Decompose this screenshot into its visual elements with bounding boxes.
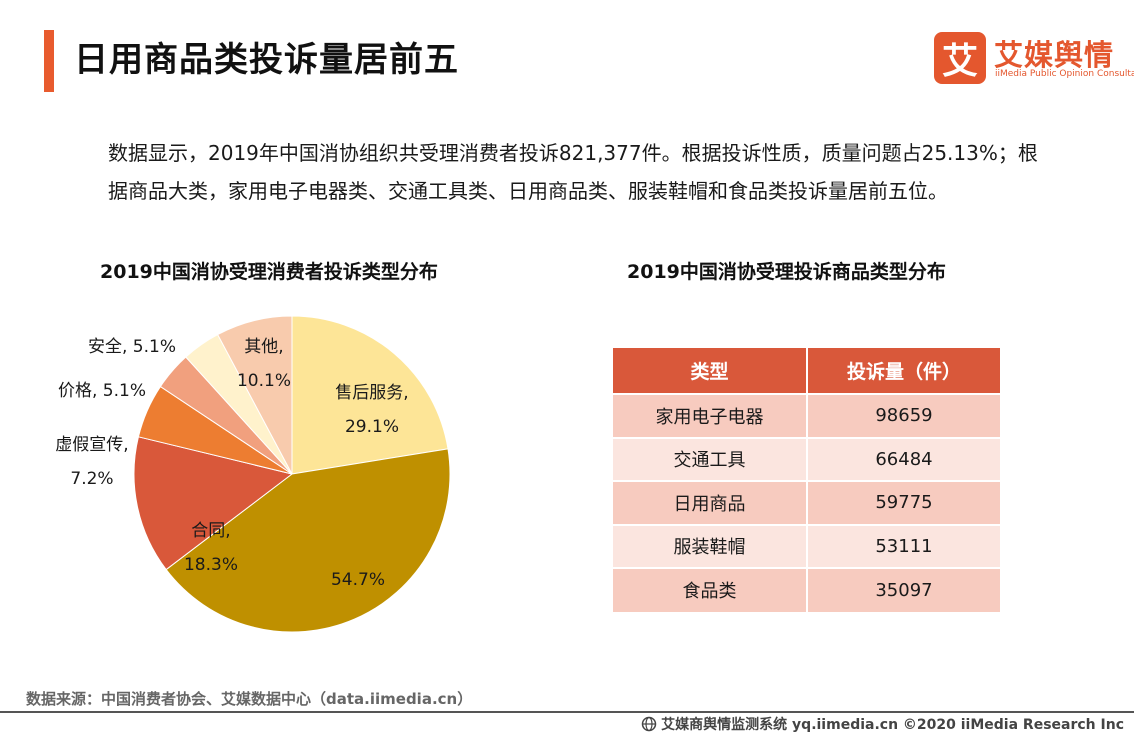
pie-slice-value: 7.2%: [70, 469, 113, 489]
pie-slice-label: 其他,: [244, 337, 283, 357]
pie-slice-value: 18.3%: [184, 555, 238, 575]
pie-slice-value: 29.1%: [345, 417, 399, 437]
table-header-row: 类型 投诉量（件）: [613, 348, 1000, 394]
table-header-count: 投诉量（件）: [807, 348, 1000, 394]
table-chart-title: 2019中国消协受理投诉商品类型分布: [627, 261, 946, 283]
title-accent-bar: [44, 30, 54, 92]
table-cell-type: 交通工具: [613, 436, 808, 481]
table-row: 家用电子电器 98659: [613, 393, 1000, 438]
logo-name: 艾媒舆情: [994, 38, 1115, 72]
table-cell-type: 食品类: [613, 567, 808, 612]
complaint-goods-table: 类型 投诉量（件） 家用电子电器 98659 交通工具 66484 日用商品 5…: [613, 348, 1000, 612]
pie-slice-value: 10.1%: [237, 371, 291, 391]
table-row: 食品类 35097: [613, 567, 1000, 612]
pie-slice-label: 售后服务,: [335, 383, 408, 403]
globe-icon: [641, 716, 657, 732]
pie-slice: [217, 315, 293, 475]
pie-slice-label: 合同,: [191, 521, 230, 541]
page-title: 日用商品类投诉量居前五: [74, 40, 459, 80]
table-cell-type: 服装鞋帽: [613, 523, 808, 568]
footer-copyright: 艾媒商舆情监测系统 yq.iimedia.cn ©2020 iiMedia Re…: [641, 714, 1124, 734]
table-cell-type: 家用电子电器: [613, 393, 808, 438]
pie-slice-label: 安全, 5.1%: [88, 337, 176, 357]
footer-divider: [0, 711, 1134, 713]
pie-chart-title: 2019中国消协受理消费者投诉类型分布: [100, 261, 438, 283]
pie-slice: [291, 315, 449, 475]
summary-paragraph: 数据显示，2019年中国消协组织共受理消费者投诉821,377件。根据投诉性质，…: [108, 141, 1038, 203]
pie-chart: 售后服务, 29.1% 54.7% 合同, 18.3% 虚假宣传, 7.2% 价格, 5.1%…: [55, 315, 451, 633]
copyright-text: 艾媒商舆情监测系统 yq.iimedia.cn ©2020 iiMedia Re…: [661, 717, 1124, 733]
pie-slice-value: 54.7%: [331, 570, 385, 590]
pie-slice: [165, 448, 451, 633]
pie-slice: [133, 436, 294, 571]
table-cell-count: 98659: [807, 393, 1000, 438]
table-row: 交通工具 66484: [613, 436, 1000, 481]
pie-slice-label: 价格, 5.1%: [58, 381, 146, 401]
brand-logo: 艾 艾媒舆情 iiMedia Public Opinion Consultati…: [934, 32, 1134, 86]
table-row: 日用商品 59775: [613, 480, 1000, 525]
pie-slice-label: 虚假宣传,: [55, 435, 128, 455]
table-cell-count: 59775: [807, 480, 1000, 525]
table-cell-count: 66484: [807, 436, 1000, 481]
table-cell-count: 53111: [807, 523, 1000, 568]
table-cell-count: 35097: [807, 567, 1000, 612]
logo-subtitle: iiMedia Public Opinion Consultation: [995, 69, 1134, 79]
logo-mark-icon: 艾: [934, 32, 986, 84]
data-source-note: 数据来源：中国消费者协会、艾媒数据中心（data.iimedia.cn）: [26, 690, 473, 708]
table-cell-type: 日用商品: [613, 480, 808, 525]
table-row: 服装鞋帽 53111: [613, 523, 1000, 568]
table-header-type: 类型: [613, 348, 808, 394]
